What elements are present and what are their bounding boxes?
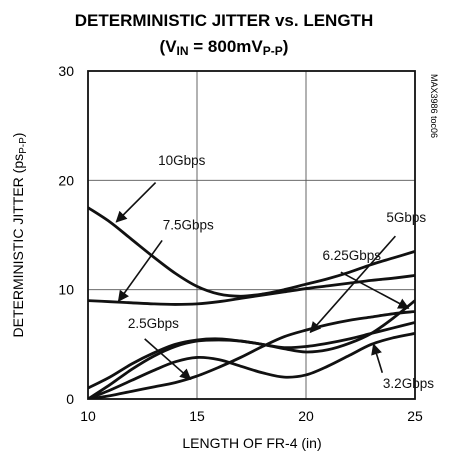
subtitle-pre: (V	[160, 37, 178, 56]
series-line-2-5gbps	[88, 321, 415, 399]
subtitle-mid: = 800mV	[189, 37, 264, 56]
series-lines	[88, 206, 415, 399]
x-tick-label-10: 10	[80, 408, 96, 424]
plot-frame	[87, 70, 416, 400]
chart-subtitle: (VIN = 800mVP-P)	[160, 37, 289, 58]
y-tick-label-0: 0	[66, 391, 74, 407]
annotation-arrow-10gbps	[115, 181, 157, 223]
y-axis-label: DETERMINISTIC JITTER (psP-P)	[10, 133, 29, 338]
annotation-arrow-3-2gbps	[371, 343, 384, 373]
annotation-arrow-2-5gbps	[144, 338, 192, 381]
grid-lines	[88, 71, 415, 399]
x-axis-label: LENGTH OF FR-4 (in)	[182, 435, 321, 451]
x-tick-label-15: 15	[189, 408, 205, 424]
subtitle-sub-in: IN	[177, 44, 189, 58]
series-line-7-5gbps	[88, 274, 415, 306]
annotation-arrow-5gbps	[309, 235, 396, 334]
ylabel-sub: P-P	[18, 137, 29, 154]
x-tick-label-25: 25	[407, 408, 423, 424]
series-line-5gbps	[88, 310, 415, 399]
annotation-arrow-7-5gbps	[117, 239, 163, 303]
annotation-label-7-5gbps: 7.5Gbps	[163, 218, 214, 233]
subtitle-post: )	[283, 37, 289, 56]
y-tick-label-10: 10	[58, 282, 74, 298]
series-annotations: 10Gbps 7.5Gbps 5Gbps 6.25Gbps 2.5Gbps 3.2Gbps	[115, 153, 434, 391]
chart-title: DETERMINISTIC JITTER vs. LENGTH	[75, 11, 373, 30]
annotation-label-5gbps: 5Gbps	[386, 210, 426, 225]
annotation-label-10gbps: 10Gbps	[158, 153, 206, 168]
ylabel-pre: DETERMINISTIC JITTER (ps	[10, 154, 26, 338]
series-line-3-2gbps	[88, 332, 415, 399]
y-tick-label-30: 30	[58, 63, 74, 79]
annotation-arrow-6-25gbps	[340, 271, 410, 309]
series-line-6-25gbps	[88, 299, 415, 390]
y-tick-labels: 0 10 20 30	[58, 63, 74, 407]
annotation-label-3-2gbps: 3.2Gbps	[383, 376, 434, 391]
annotation-label-2-5gbps: 2.5Gbps	[128, 316, 179, 331]
x-tick-labels: 10 15 20 25	[80, 408, 423, 424]
ylabel-post: )	[10, 133, 26, 138]
figure-code: MAX3986 toc06	[429, 74, 439, 138]
y-tick-label-20: 20	[58, 172, 74, 188]
annotation-label-6-25gbps: 6.25Gbps	[323, 248, 382, 263]
subtitle-sub-pp: P-P	[263, 44, 283, 58]
x-tick-label-20: 20	[298, 408, 314, 424]
